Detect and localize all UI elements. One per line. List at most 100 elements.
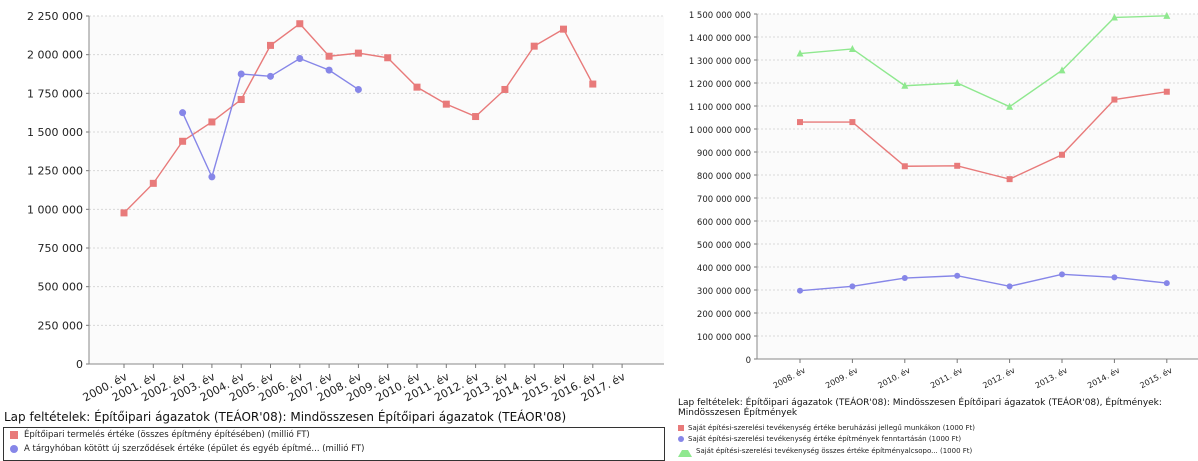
data-point-circle: [1006, 283, 1013, 290]
left-chart-panel: 0 250 000 500 000 750 000 1 000 000 1 250 000…: [3, 10, 665, 461]
data-point-square: [384, 54, 392, 62]
right-line-chart: 0 100 000 000 200 000 000 300 000 000 400 00…: [689, 11, 1198, 390]
square-marker-icon: [10, 431, 18, 439]
y-tick-label: 1 400 000 000: [689, 34, 751, 44]
legend-item-series-2: A tárgyhóban kötött új szerződések érték…: [4, 442, 664, 456]
y-tick-label: 2 250 000: [27, 10, 83, 23]
data-point-square: [501, 85, 509, 93]
data-point-triangle: [901, 81, 909, 89]
data-point-circle: [901, 275, 908, 282]
data-point-square: [954, 162, 961, 169]
data-point-square: [1006, 176, 1013, 183]
data-point-square: [120, 209, 128, 217]
x-tick-label: 2014. év: [1086, 365, 1122, 390]
square-marker-icon: [678, 424, 684, 431]
data-point-triangle: [953, 79, 961, 86]
data-point-triangle: [1058, 66, 1066, 74]
legend-label: Építőipari termelés értéke (összes építm…: [24, 430, 310, 440]
legend-label: A tárgyhóban kötött új szerződések érték…: [24, 444, 365, 454]
x-tick-label: 2015. év: [1138, 365, 1174, 390]
left-line-chart: 0 250 000 500 000 750 000 1 000 000 1 250 000…: [27, 10, 664, 404]
data-point-triangle: [1006, 102, 1014, 110]
right-chart-conditions: Lap feltételek: Építőipari ágazatok (TEÁ…: [678, 398, 1162, 418]
y-tick-label: 1 500 000: [27, 126, 83, 139]
x-tick-label: 2012. év: [981, 365, 1017, 390]
data-point-circle: [208, 173, 216, 181]
legend-item-series-1: Építőipari termelés értéke (összes építm…: [4, 428, 664, 442]
legend-item-series-1: Saját építési-szerelési tevékenység érté…: [676, 422, 1196, 434]
data-point-triangle: [796, 49, 804, 57]
data-point-square: [442, 100, 450, 108]
data-point-square: [179, 137, 187, 145]
left-chart-legend: Építőipari termelés értéke (összes építm…: [3, 427, 665, 461]
x-tick-label: 2009. év: [824, 365, 860, 390]
x-tick-label: 2013. év: [1033, 365, 1069, 390]
data-point-circle: [797, 287, 803, 294]
x-tick-label: 2008. év: [771, 365, 807, 390]
y-tick-label: 1 000 000 000: [689, 126, 751, 136]
data-point-circle: [179, 109, 187, 117]
data-point-square: [267, 41, 274, 49]
data-point-circle: [237, 70, 245, 78]
x-tick-label: 2010. év: [876, 365, 912, 390]
data-point-square: [849, 119, 856, 126]
right-chart-panel: 0 100 000 000 200 000 000 300 000 000 400 00…: [672, 0, 1198, 460]
y-tick-label: 400 000 000: [697, 264, 751, 274]
data-point-square: [1111, 96, 1118, 103]
series-line: [800, 91, 1167, 180]
legend-label: Saját építési-szerelési tevékenység érté…: [688, 423, 975, 432]
data-point-triangle: [1163, 11, 1171, 19]
data-point-triangle: [1110, 13, 1118, 21]
data-point-circle: [296, 55, 304, 63]
data-point-square: [472, 113, 480, 121]
data-point-circle: [325, 66, 333, 74]
y-tick-label: 1 250 000: [27, 165, 83, 178]
data-point-square: [296, 20, 304, 28]
data-point-square: [560, 25, 567, 33]
y-tick-label: 1 300 000 000: [689, 57, 751, 67]
y-tick-label: 900 000 000: [697, 149, 751, 159]
y-tick-label: 800 000 000: [697, 172, 751, 182]
y-tick-label: 100 000 000: [697, 333, 751, 343]
data-point-circle: [1059, 271, 1065, 278]
y-tick-label: 300 000 000: [697, 287, 751, 297]
right-chart-legend: Saját építési-szerelési tevékenység érté…: [676, 422, 1196, 460]
series-line: [799, 15, 1167, 108]
data-point-square: [237, 96, 245, 104]
data-point-square: [325, 52, 333, 60]
y-tick-label: 750 000: [38, 242, 84, 255]
legend-label: Saját építési-szerelési tevékenység össz…: [696, 446, 973, 455]
y-tick-label: 250 000: [38, 319, 84, 332]
left-chart-conditions: Lap feltételek: Építőipari ágazatok (TEÁ…: [4, 410, 567, 424]
legend-item-series-3: Saját építési-szerelési tevékenység össz…: [676, 445, 1196, 458]
circle-marker-icon: [10, 445, 18, 453]
data-point-square: [413, 83, 421, 91]
y-tick-label: 1 100 000 000: [689, 103, 751, 113]
data-point-triangle: [848, 44, 856, 52]
data-point-square: [901, 163, 908, 170]
data-point-circle: [1111, 274, 1118, 281]
legend-label: Saját építési-szerelési tevékenység érté…: [688, 435, 962, 444]
y-tick-label: 0: [746, 356, 751, 366]
y-tick-label: 200 000 000: [697, 310, 751, 320]
data-point-circle: [1163, 280, 1170, 287]
y-tick-label: 1 750 000: [27, 87, 83, 100]
y-tick-label: 600 000 000: [697, 218, 751, 228]
data-point-square: [149, 179, 157, 187]
panel-divider: [667, 0, 671, 460]
circle-marker-icon: [678, 436, 684, 443]
y-tick-label: 0: [76, 358, 83, 371]
data-point-circle: [849, 283, 856, 290]
y-tick-label: 1 200 000 000: [689, 80, 751, 90]
y-tick-label: 1 500 000 000: [689, 11, 751, 21]
data-point-square: [589, 80, 597, 88]
data-point-circle: [267, 72, 274, 80]
data-point-square: [1163, 88, 1170, 95]
data-point-square: [797, 119, 803, 126]
data-point-circle: [954, 272, 961, 279]
data-point-square: [354, 49, 362, 57]
y-tick-label: 500 000: [38, 281, 84, 294]
y-tick-label: 2 000 000: [27, 49, 83, 62]
data-point-circle: [354, 85, 362, 93]
data-point-square: [1059, 151, 1065, 158]
